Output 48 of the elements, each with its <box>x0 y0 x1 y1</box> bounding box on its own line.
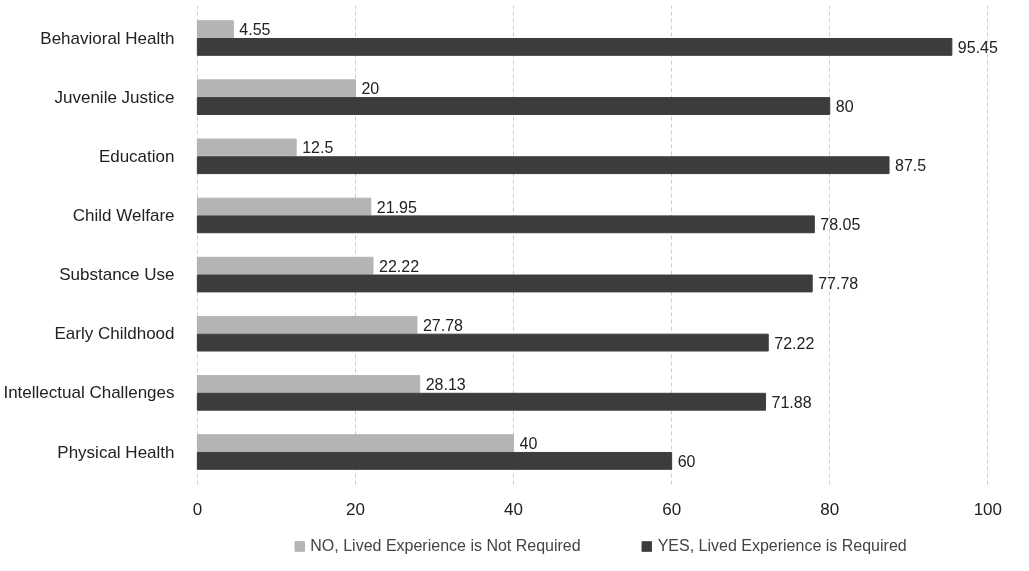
data-label: 40 <box>519 435 538 453</box>
bar <box>196 97 831 115</box>
legend-label: NO, Lived Experience is Not Required <box>310 537 581 555</box>
x-tick-label: 60 <box>662 499 682 519</box>
y-tick-label: Behavioral Health <box>40 28 175 48</box>
data-label: 60 <box>677 452 696 470</box>
y-tick-label: Substance Use <box>59 265 175 285</box>
bar <box>196 79 356 98</box>
y-tick-label: Intellectual Challenges <box>3 383 175 403</box>
bar <box>196 392 767 411</box>
y-tick-label: Juvenile Justice <box>54 87 175 107</box>
data-label: 22.22 <box>379 257 420 275</box>
data-label: 12.5 <box>302 139 334 157</box>
data-label: 27.78 <box>422 316 464 334</box>
data-label: 71.88 <box>771 393 812 411</box>
x-tick-label: 20 <box>346 499 365 519</box>
data-label: 28.13 <box>425 375 466 393</box>
bar <box>196 156 890 175</box>
bar <box>196 20 234 39</box>
x-tick-label: 100 <box>973 499 1003 519</box>
bar <box>196 215 815 234</box>
data-label: 80 <box>835 98 854 116</box>
data-label: 21.95 <box>376 198 418 216</box>
bar <box>196 256 374 275</box>
bar <box>196 451 673 470</box>
data-label: 4.55 <box>239 21 271 39</box>
x-tick-label: 40 <box>504 499 524 519</box>
bar <box>196 333 769 352</box>
x-tick-label: 80 <box>820 499 840 519</box>
y-tick-label: Child Welfare <box>72 205 175 225</box>
legend-label: YES, Lived Experience is Required <box>657 537 907 555</box>
bar <box>196 138 297 157</box>
bar <box>196 434 515 453</box>
y-tick-label: Education <box>98 146 175 166</box>
x-tick-label: 0 <box>192 499 203 519</box>
data-label: 78.05 <box>820 216 861 234</box>
data-label: 72.22 <box>774 334 815 352</box>
bar <box>196 315 418 334</box>
data-label: 77.78 <box>818 275 859 293</box>
y-tick-label: Physical Health <box>57 442 175 462</box>
bar <box>196 37 953 56</box>
bar <box>196 375 421 393</box>
data-label: 20 <box>361 80 380 98</box>
data-label: 87.5 <box>895 157 927 175</box>
bar <box>196 274 813 293</box>
y-tick-label: Early Childhood <box>54 324 175 344</box>
bar <box>196 197 372 216</box>
data-label: 95.45 <box>957 38 999 56</box>
